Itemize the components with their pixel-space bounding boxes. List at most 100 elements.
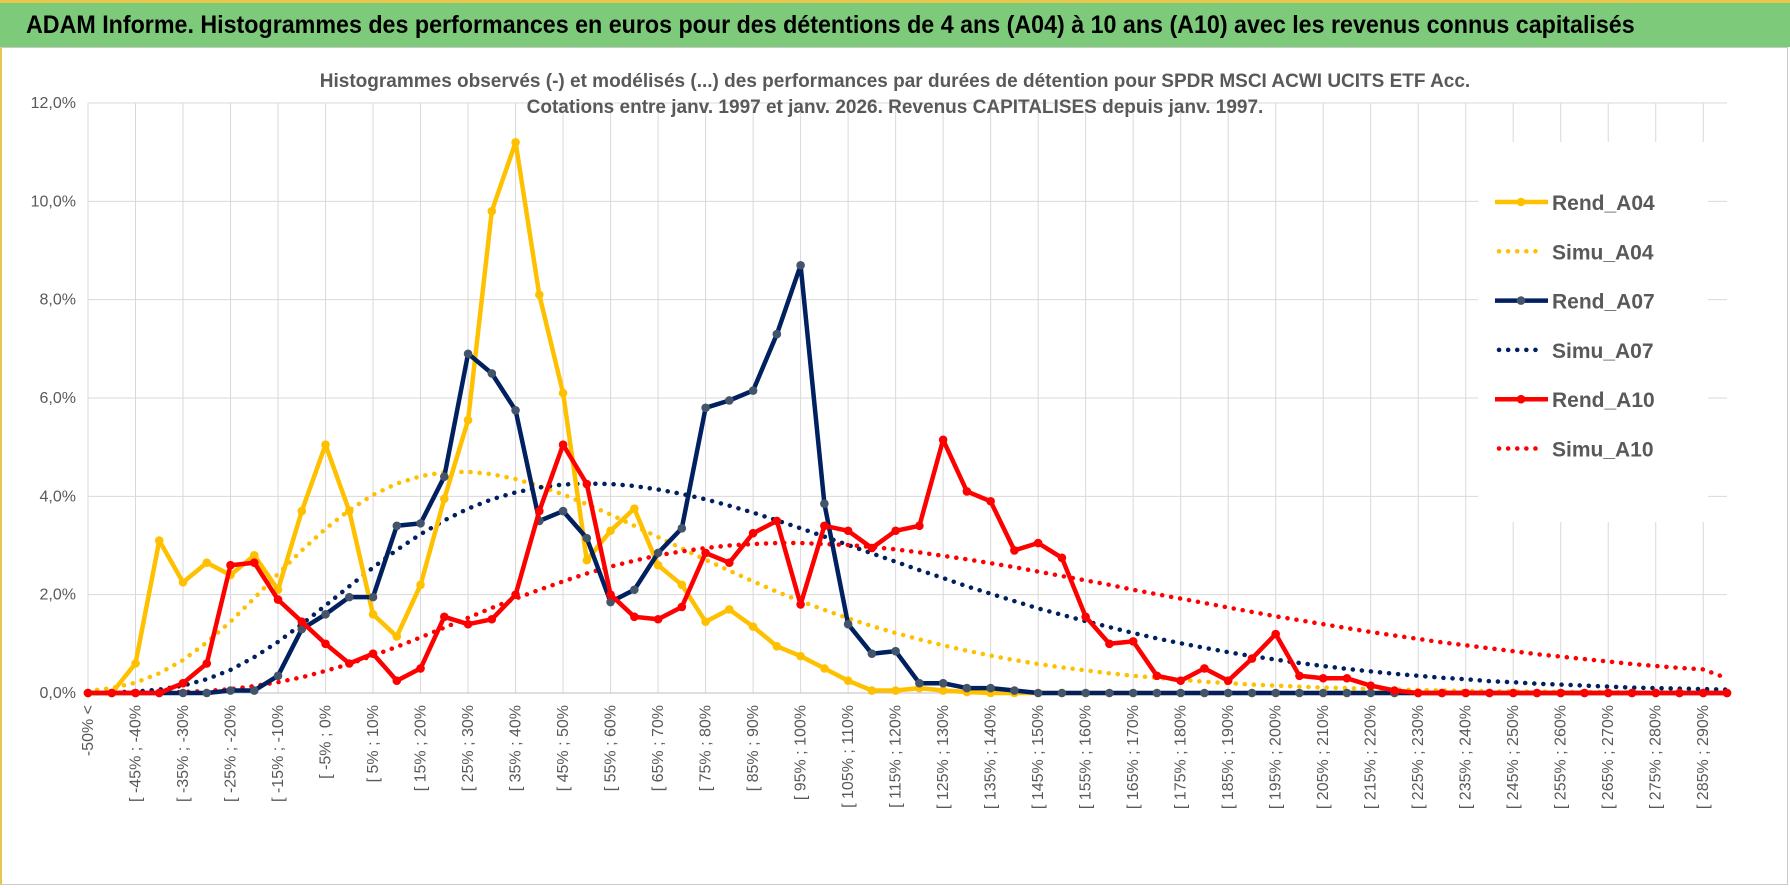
rend-a10-point: [915, 521, 924, 531]
rend-a10-point: [867, 543, 877, 553]
rend-a07-point: [178, 688, 188, 698]
page-title: ADAM Informe. Histogrammes des performan…: [26, 11, 1635, 39]
y-tick-label: 12,0%: [31, 95, 76, 112]
x-tick-label: [ 175% ; 180%: [1173, 705, 1190, 809]
y-axis-ticks: 0,0% 2,0% 4,0% 6,0% 8,0% 10,0% 12,0%: [31, 95, 76, 702]
header-banner: ADAM Informe. Histogrammes des performan…: [0, 0, 1790, 47]
rend-a07-point: [226, 686, 235, 695]
rend-a07-point: [416, 519, 425, 528]
rend-a04-point: [202, 558, 212, 568]
x-tick-label: [ -35% ; -30%: [175, 705, 192, 802]
rend-a04-point: [368, 610, 378, 619]
legend[interactable]: Rend_A04 Simu_A04 Rend_A07 Simu_A07 Rend_A10…: [1478, 142, 1708, 522]
y-tick-label: 6,0%: [40, 390, 76, 407]
rend-a10-point: [131, 688, 140, 698]
rend-a10-point: [843, 526, 853, 536]
simu-a07-line: [85, 481, 1730, 696]
rend-a10-point: [653, 614, 663, 624]
x-tick-label: [ 215% ; 220%: [1363, 705, 1380, 809]
rend-a07-point: [1033, 688, 1043, 698]
rend-a04-legend-label: Rend_A04: [1552, 192, 1655, 215]
rend-a04-point: [796, 651, 805, 661]
rend-a10-point: [1580, 688, 1589, 698]
rend-a10-point: [273, 595, 283, 604]
rend-a07-point: [297, 624, 307, 634]
rend-a10-point: [1318, 673, 1328, 683]
rend-a07-point: [1057, 688, 1067, 698]
rend-a04-point: [891, 686, 900, 695]
rend-a10-point: [154, 688, 164, 698]
x-tick-label: [ 135% ; 140%: [983, 705, 1000, 809]
rend-a10-point: [1223, 676, 1233, 686]
x-tick-label: [ 25% ; 30%: [460, 705, 477, 791]
rend-a10-point: [1627, 688, 1637, 698]
rend-a07-point: [820, 499, 829, 509]
rend-a04-point: [487, 206, 497, 216]
x-axis-ticks: -50% < [ -45% ; -40% [ -35% ; -30% [ -25% ;…: [80, 705, 1712, 809]
x-tick-label: [ 65% ; 70%: [650, 705, 667, 791]
rend-a10-point: [606, 590, 615, 599]
x-tick-label: [ -5% ; 0%: [318, 705, 335, 779]
rend-a07-legend-label: Rend_A07: [1552, 291, 1655, 314]
rend-a10-point: [1200, 664, 1209, 673]
rend-a10-point: [558, 440, 568, 450]
rend-a04-point: [867, 686, 877, 695]
x-tick-label: [ 245% ; 250%: [1505, 705, 1522, 809]
x-tick-label: [ 15% ; 20%: [413, 705, 430, 791]
y-tick-label: 8,0%: [40, 292, 76, 309]
rend-a04-point: [582, 555, 592, 565]
rend-a04-point: [392, 632, 402, 641]
rend-a10-point: [368, 649, 378, 658]
rend-a07-point: [1105, 688, 1114, 698]
x-tick-label: [ 155% ; 160%: [1078, 705, 1095, 809]
rend-a04-point: [178, 578, 188, 587]
rend-a07-point: [891, 646, 900, 656]
x-tick-label: [ -45% ; -40%: [128, 705, 145, 802]
rend-a04-point: [344, 506, 354, 516]
rend-a07-point: [677, 523, 687, 533]
rend-a07-point: [725, 396, 734, 405]
rend-a07-point: [701, 403, 710, 413]
x-tick-label: [ 285% ; 290%: [1695, 705, 1712, 809]
rend-a07-point: [962, 683, 972, 693]
rend-a10-point: [511, 590, 520, 599]
rend-a10-point: [1556, 688, 1566, 698]
legend-background: [1478, 142, 1708, 522]
rend-a04-point: [297, 506, 307, 516]
rend-a10-point: [487, 614, 497, 624]
rend-a04-point: [558, 388, 568, 398]
rend-a10-point: [1128, 637, 1138, 646]
x-tick-label: [ 125% ; 130%: [935, 705, 952, 809]
y-tick-label: 4,0%: [40, 488, 76, 505]
rend-a10-point: [1176, 676, 1185, 686]
x-tick-label: [ -25% ; -20%: [223, 705, 240, 802]
rend-a10-point: [701, 548, 710, 558]
rend-a10-point: [891, 526, 900, 536]
rend-a04-point: [321, 440, 330, 450]
rend-a07-point: [772, 329, 782, 339]
rend-a07-point: [1081, 688, 1090, 698]
rend-a07-point: [843, 619, 853, 629]
rend-a04-point: [463, 415, 473, 425]
rend-a10-point: [677, 602, 687, 612]
rend-a10-point: [1057, 553, 1067, 563]
rend-a10-point: [1152, 671, 1162, 681]
chart-subtitle: Cotations entre janv. 1997 et janv. 2026…: [527, 97, 1264, 118]
rend-a10-point: [1342, 673, 1352, 683]
rend-a10-point: [416, 664, 425, 673]
rend-a07-point: [1342, 688, 1352, 698]
rend-a10-point: [1033, 538, 1043, 548]
x-tick-label: [ 205% ; 210%: [1315, 705, 1332, 809]
rend-a07-point: [915, 678, 924, 688]
rend-a07-point: [748, 386, 758, 395]
rend-a07-point: [273, 671, 283, 681]
rend-a07-point: [653, 548, 663, 558]
rend-a10-point: [392, 676, 402, 686]
rend-a07-point: [1010, 686, 1019, 695]
x-tick-label: [ 275% ; 280%: [1648, 705, 1665, 809]
rend-a10-point: [535, 506, 544, 516]
rend-a10-point: [440, 612, 449, 622]
rend-a07-point: [344, 592, 354, 602]
rend-a07-point: [1271, 688, 1280, 698]
x-tick-label: [ 35% ; 40%: [508, 705, 525, 791]
